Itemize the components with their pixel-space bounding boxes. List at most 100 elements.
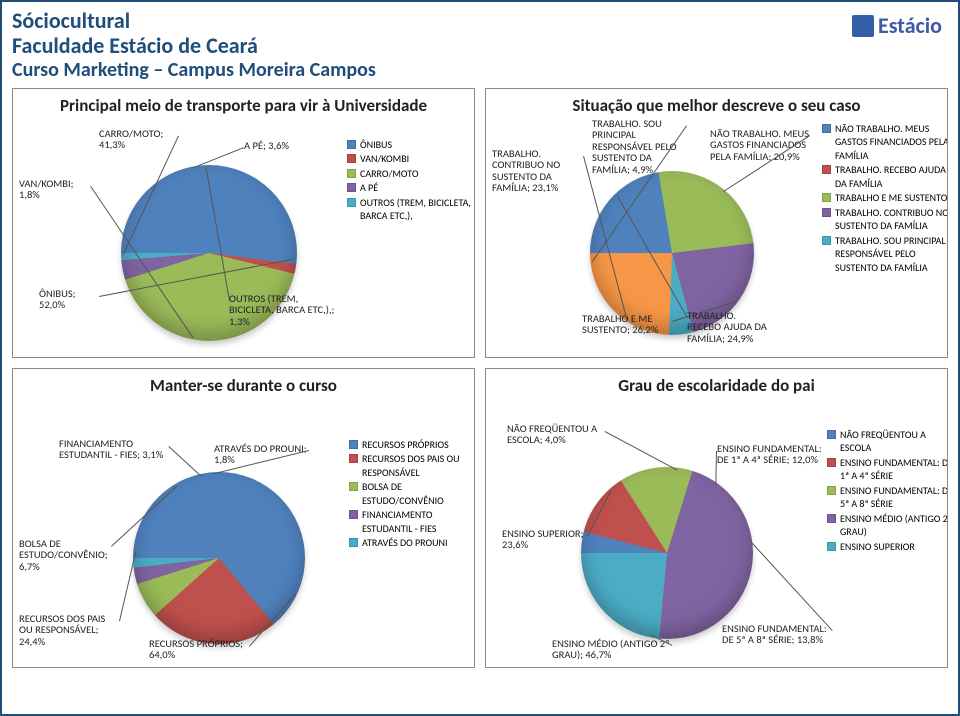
panel-situacao: Situação que melhor descreve o seu caso … xyxy=(485,88,948,358)
panel-title-transporte: Principal meio de transporte para vir à … xyxy=(19,95,468,116)
slice-label: TRABALHO. CONTRIBUO NO SUSTENTO DA FAMÍL… xyxy=(492,148,584,194)
slice-label: TRABALHO E ME SUSTENTO; 26,2% xyxy=(582,313,672,336)
legend-swatch xyxy=(822,193,831,202)
legend-label: VAN/KOMBI xyxy=(360,152,409,166)
panel-title-escolaridade: Grau de escolaridade do pai xyxy=(492,375,941,396)
legend-swatch xyxy=(347,154,356,163)
legend-item: TRABALHO. RECEBO AJUDA DA FAMÍLIA xyxy=(822,163,948,190)
legend-label: TRABALHO. CONTRIBUO NO SUSTENTO DA FAMÍL… xyxy=(835,206,948,233)
slice-label: OUTROS (TREM, BICICLETA, BARCA ETC,),; 1… xyxy=(229,293,339,328)
legend-swatch xyxy=(827,514,836,523)
legend-item: ENSINO FUNDAMENTAL: DE 5ª A 8ª SÉRIE xyxy=(827,484,948,511)
chart-transporte: ÔNIBUS; 52,0% VAN/KOMBI; 1,8% CARRO/MOTO; … xyxy=(19,118,468,354)
leader-line xyxy=(605,431,678,471)
slice-label: CARRO/MOTO; 41,3% xyxy=(99,128,179,151)
legend-item: NÃO TRABALHO. MEUS GASTOS FINANCIADOS PE… xyxy=(822,122,948,163)
legend-item: ATRAVÉS DO PROUNI xyxy=(349,536,475,550)
legend-label: RECURSOS DOS PAIS OU RESPONSÁVEL xyxy=(362,452,475,479)
slice-label: VAN/KOMBI; 1,8% xyxy=(19,178,91,201)
legend-label: ENSINO SUPERIOR xyxy=(840,540,915,554)
legend-swatch xyxy=(827,486,836,495)
pie xyxy=(581,467,753,639)
legend-label: ENSINO FUNDAMENTAL: DE 5ª A 8ª SÉRIE xyxy=(840,484,948,511)
slice-label: TRABALHO. RECEBO AJUDA DA FAMÍLIA; 24,9% xyxy=(687,310,772,345)
slice-label: ÔNIBUS; 52,0% xyxy=(39,288,99,311)
legend: NÃO TRABALHO. MEUS GASTOS FINANCIADOS PE… xyxy=(822,122,948,276)
slice-label: NÃO FREQÜENTOU A ESCOLA; 4,0% xyxy=(507,423,605,446)
legend-swatch xyxy=(822,208,831,217)
legend-label: ENSINO FUNDAMENTAL: DE 1ª A 4ª SÉRIE xyxy=(840,456,948,483)
legend-label: FINANCIAMENTO ESTUDANTIL - FIES xyxy=(362,508,475,535)
legend-item: CARRO/MOTO xyxy=(347,167,475,181)
legend-item: BOLSA DE ESTUDO/CONVÊNIO xyxy=(349,480,475,507)
legend-label: RECURSOS PRÓPRIOS xyxy=(362,438,449,452)
legend-item: VAN/KOMBI xyxy=(347,152,475,166)
legend-item: FINANCIAMENTO ESTUDANTIL - FIES xyxy=(349,508,475,535)
header: Sóciocultural Faculdade Estácio de Ceará… xyxy=(12,8,948,82)
legend-item: TRABALHO E ME SUSTENTO xyxy=(822,191,948,205)
legend-label: TRABALHO. SOU PRINCIPAL RESPONSÁVEL PELO… xyxy=(835,234,948,275)
legend-label: ENSINO MÉDIO (ANTIGO 2º GRAU) xyxy=(840,512,948,539)
legend-swatch xyxy=(827,458,836,467)
legend-swatch xyxy=(827,542,836,551)
slice-label: ENSINO FUNDAMENTAL: DE 1ª A 4ª SÉRIE; 12… xyxy=(717,443,827,466)
legend: NÃO FREQÜENTOU A ESCOLAENSINO FUNDAMENTA… xyxy=(827,428,948,555)
pie xyxy=(133,472,305,644)
slice-label: ENSINO FUNDAMENTAL: DE 5ª A 8ª SÉRIE; 13… xyxy=(722,623,832,646)
legend-item: ÔNIBUS xyxy=(347,138,475,152)
leader-line xyxy=(119,551,136,621)
slice-label: A PÉ; 3,6% xyxy=(244,140,304,152)
legend-swatch xyxy=(347,169,356,178)
panel-transporte: Principal meio de transporte para vir à … xyxy=(12,88,475,358)
legend-label: TRABALHO. RECEBO AJUDA DA FAMÍLIA xyxy=(835,163,948,190)
legend-item: RECURSOS DOS PAIS OU RESPONSÁVEL xyxy=(349,452,475,479)
legend-swatch xyxy=(347,198,356,207)
legend-swatch xyxy=(822,165,831,174)
chart-situacao: NÃO TRABALHO. MEUS GASTOS FINANCIADOS PE… xyxy=(492,118,941,354)
legend-item: OUTROS (TREM, BICICLETA, BARCA ETC,), xyxy=(347,196,475,223)
title-block: Sóciocultural Faculdade Estácio de Ceará… xyxy=(12,8,376,82)
legend-item: ENSINO SUPERIOR xyxy=(827,540,948,554)
legend-item: ENSINO MÉDIO (ANTIGO 2º GRAU) xyxy=(827,512,948,539)
slice-label: ENSINO SUPERIOR; 23,6% xyxy=(502,528,587,551)
legend-item: TRABALHO. SOU PRINCIPAL RESPONSÁVEL PELO… xyxy=(822,234,948,275)
leader-line xyxy=(715,451,717,485)
title-line3: Curso Marketing – Campus Moreira Campos xyxy=(12,59,376,82)
page: Sóciocultural Faculdade Estácio de Ceará… xyxy=(0,0,960,716)
legend-label: NÃO TRABALHO. MEUS GASTOS FINANCIADOS PE… xyxy=(835,122,948,163)
legend-label: TRABALHO E ME SUSTENTO xyxy=(835,191,947,205)
legend-swatch xyxy=(827,430,836,439)
legend-item: TRABALHO. CONTRIBUO NO SUSTENTO DA FAMÍL… xyxy=(822,206,948,233)
legend-swatch xyxy=(822,124,831,133)
legend-swatch xyxy=(349,440,358,449)
panel-manter: Manter-se durante o curso RECURSOS PRÓPR… xyxy=(12,368,475,668)
slice-label: BOLSA DE ESTUDO/CONVÊNIO; 6,7% xyxy=(19,538,111,573)
brand-logo: Estácio xyxy=(852,12,942,39)
legend-item: ENSINO FUNDAMENTAL: DE 1ª A 4ª SÉRIE xyxy=(827,456,948,483)
logo-word: Estácio xyxy=(878,12,942,39)
slice-label: RECURSOS DOS PAIS OU RESPONSÁVEL; 24,4% xyxy=(19,613,119,648)
legend-item: A PÉ xyxy=(347,181,475,195)
legend-swatch xyxy=(349,482,358,491)
title-line2: Faculdade Estácio de Ceará xyxy=(12,33,376,58)
title-line1: Sóciocultural xyxy=(12,8,376,33)
legend-swatch xyxy=(347,140,356,149)
legend-swatch xyxy=(349,538,358,547)
legend-label: NÃO FREQÜENTOU A ESCOLA xyxy=(840,428,948,455)
slice-label: RECURSOS PRÓPRIOS; 64,0% xyxy=(149,638,249,661)
legend-label: ÔNIBUS xyxy=(360,138,392,152)
legend-label: CARRO/MOTO xyxy=(360,167,418,181)
legend: RECURSOS PRÓPRIOSRECURSOS DOS PAIS OU RE… xyxy=(349,438,475,551)
leader-line xyxy=(168,446,201,477)
legend-label: OUTROS (TREM, BICICLETA, BARCA ETC,), xyxy=(360,196,475,223)
panel-title-situacao: Situação que melhor descreve o seu caso xyxy=(492,95,941,116)
panel-escolaridade: Grau de escolaridade do pai NÃO FREQÜENT… xyxy=(485,368,948,668)
legend-swatch xyxy=(347,183,356,192)
chart-grid: Principal meio de transporte para vir à … xyxy=(12,88,948,668)
chart-manter: RECURSOS PRÓPRIOS; 64,0% RECURSOS DOS PAI… xyxy=(19,398,468,664)
legend: ÔNIBUSVAN/KOMBICARRO/MOTOA PÉOUTROS (TRE… xyxy=(347,138,475,224)
legend-label: A PÉ xyxy=(360,181,378,195)
panel-title-manter: Manter-se durante o curso xyxy=(19,375,468,396)
legend-item: NÃO FREQÜENTOU A ESCOLA xyxy=(827,428,948,455)
chart-escolaridade: NÃO FREQÜENTOU A ESCOLA; 4,0% ENSINO FUND… xyxy=(492,398,941,664)
